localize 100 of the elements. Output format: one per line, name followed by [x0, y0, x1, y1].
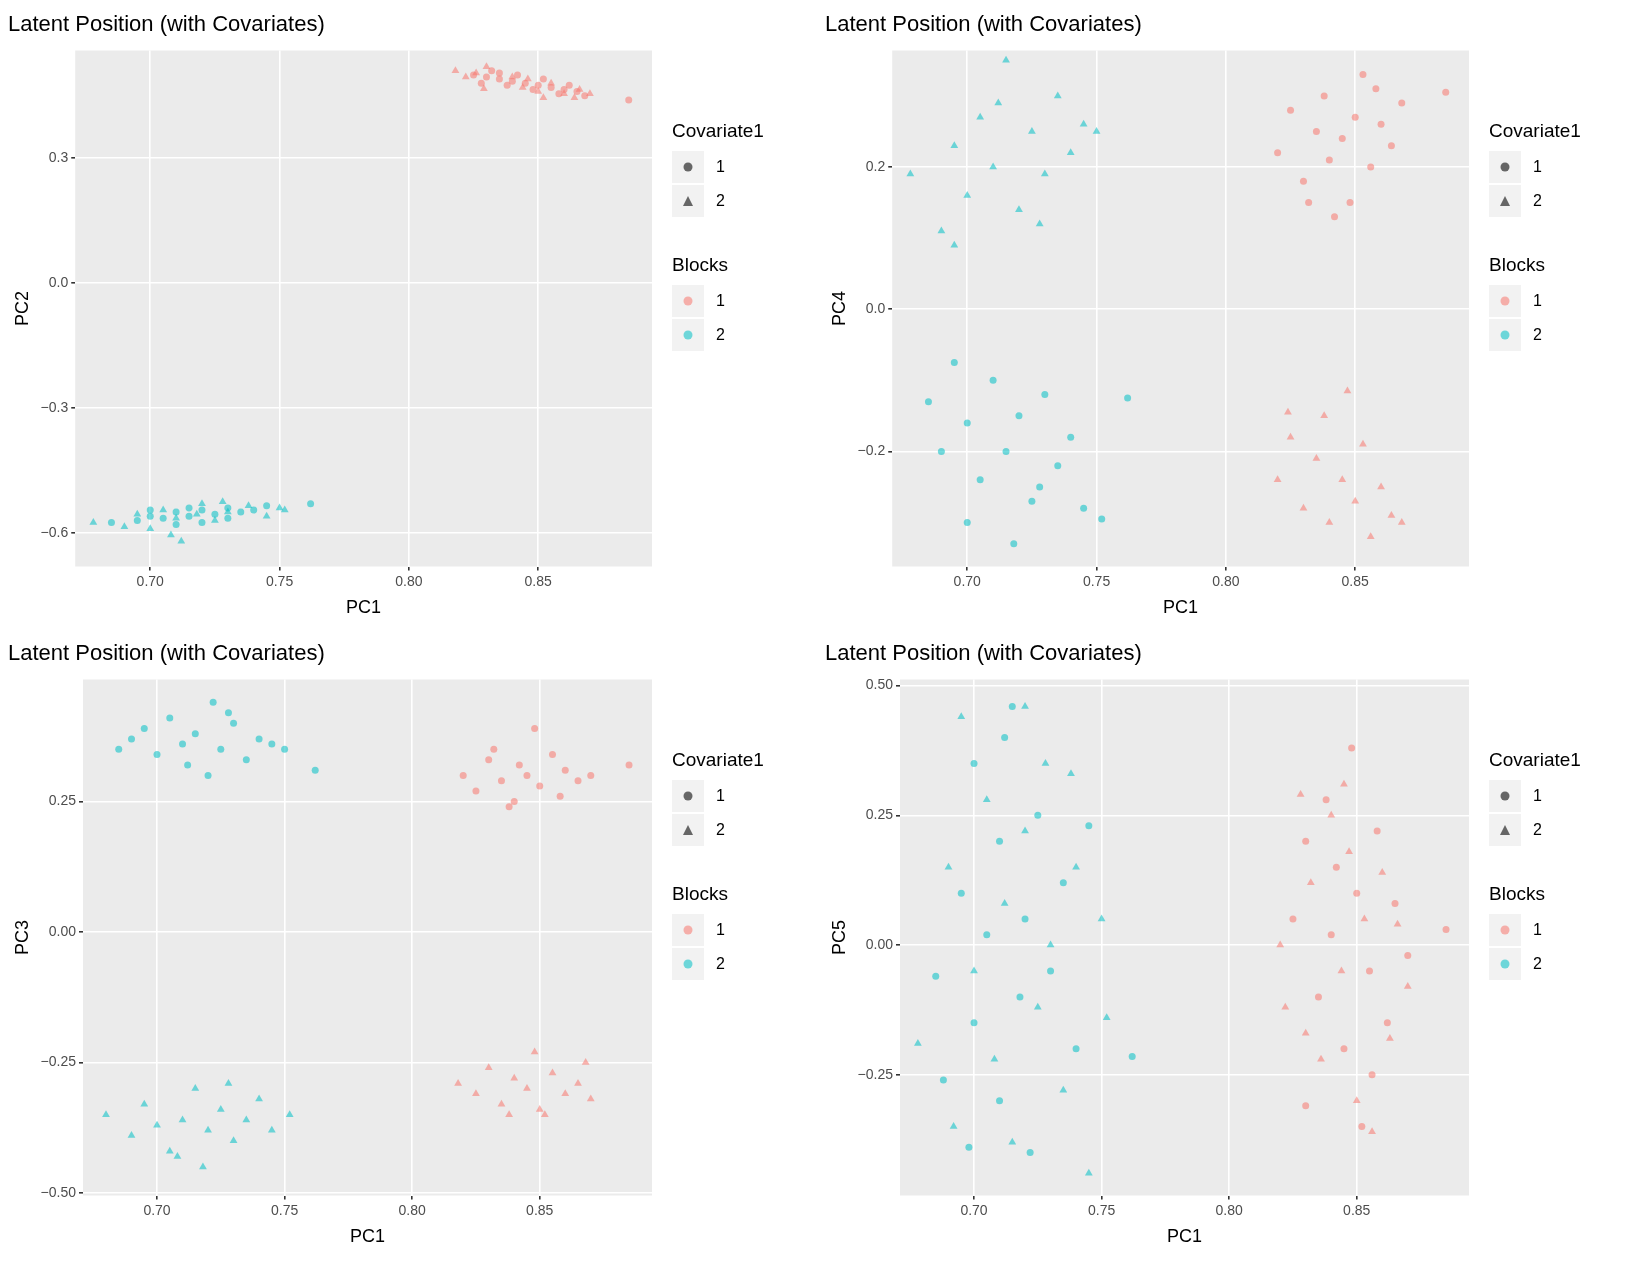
point — [1002, 447, 1010, 455]
point — [1331, 213, 1339, 221]
y-tick-label: 0.3 — [48, 149, 69, 166]
point — [1302, 837, 1310, 845]
point — [565, 81, 573, 89]
point — [574, 777, 582, 785]
point — [1001, 734, 1009, 742]
x-tick-label: 0.75 — [265, 572, 294, 589]
point — [989, 162, 997, 170]
point — [963, 419, 971, 427]
point — [178, 1115, 187, 1123]
y-tick-label: −0.25 — [40, 1053, 77, 1070]
point — [133, 509, 142, 517]
point — [1124, 394, 1132, 402]
point — [1021, 915, 1029, 923]
point — [1059, 879, 1067, 887]
point — [1345, 847, 1353, 854]
point — [1306, 878, 1315, 886]
point — [1397, 518, 1406, 525]
point — [479, 84, 488, 91]
point — [1442, 925, 1450, 933]
point — [1041, 758, 1050, 766]
point — [996, 837, 1004, 845]
point — [939, 1076, 947, 1084]
point — [167, 530, 175, 538]
y-axis-title: PC5 — [828, 919, 849, 956]
point — [989, 376, 997, 384]
point — [1080, 504, 1088, 512]
point — [211, 510, 219, 518]
point — [1079, 119, 1088, 127]
point — [957, 889, 965, 897]
point — [488, 67, 496, 75]
point — [529, 86, 537, 94]
point — [505, 803, 513, 811]
text: 2 — [716, 821, 725, 839]
point — [581, 92, 589, 100]
x-axis-title: PC1 — [1167, 1226, 1203, 1247]
chart-title: Latent Position (with Covariates) — [825, 11, 1142, 37]
point — [581, 1058, 590, 1065]
point — [209, 698, 217, 706]
point — [1358, 1123, 1366, 1131]
point — [1327, 931, 1335, 939]
point — [482, 73, 490, 81]
point — [1033, 1002, 1042, 1010]
legend-title: Blocks — [672, 883, 729, 905]
point — [561, 766, 569, 774]
point — [1026, 1149, 1034, 1157]
point — [950, 141, 959, 148]
point — [1387, 142, 1395, 150]
x-tick-label: 0.70 — [136, 572, 165, 589]
point — [1393, 919, 1402, 927]
point — [963, 190, 972, 198]
point — [461, 72, 470, 80]
point — [1312, 127, 1320, 135]
y-tick-label: 0.00 — [865, 935, 894, 952]
y-tick-label: 0.2 — [865, 157, 886, 174]
chart-title: Latent Position (with Covariates) — [825, 640, 1142, 666]
point — [184, 761, 192, 769]
point — [932, 972, 940, 980]
point — [1028, 126, 1036, 134]
point — [172, 513, 180, 521]
point — [949, 1122, 958, 1129]
point — [1368, 1127, 1376, 1135]
x-axis-title: PC1 — [350, 1226, 386, 1247]
point — [1305, 199, 1313, 207]
point — [204, 1125, 212, 1133]
point — [625, 96, 633, 104]
point — [976, 476, 984, 484]
text: 1 — [1533, 787, 1542, 805]
point — [913, 1039, 922, 1046]
point — [1372, 85, 1380, 93]
point — [1021, 701, 1029, 709]
point — [1097, 914, 1106, 922]
point — [1366, 532, 1375, 539]
point — [505, 1110, 514, 1117]
point — [1066, 148, 1075, 156]
point — [146, 512, 154, 520]
point — [250, 506, 258, 514]
point — [311, 766, 319, 774]
point — [536, 782, 544, 790]
point — [204, 771, 212, 779]
point — [237, 508, 245, 516]
point — [1299, 503, 1308, 511]
point — [1314, 993, 1322, 1001]
point — [191, 730, 199, 738]
point — [199, 1162, 207, 1170]
point — [280, 505, 289, 513]
text: 1 — [716, 158, 725, 176]
point — [1353, 889, 1361, 897]
y-tick-label: 0.0 — [865, 300, 886, 317]
point — [503, 81, 511, 89]
point — [275, 503, 284, 511]
text: Covariate1 — [1489, 120, 1581, 142]
point — [1046, 940, 1055, 948]
point — [1322, 796, 1330, 804]
point — [1320, 92, 1328, 100]
point — [534, 87, 543, 94]
point — [1383, 1019, 1391, 1027]
point — [153, 751, 161, 759]
point — [965, 1143, 973, 1151]
